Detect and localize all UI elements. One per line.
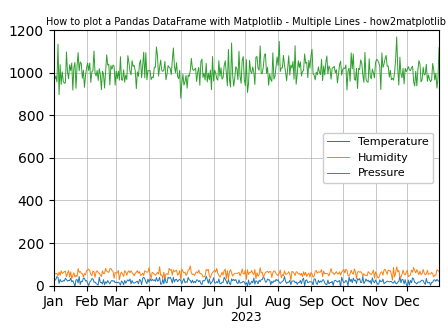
- Line: Humidity: Humidity: [54, 266, 439, 281]
- Line: Pressure: Pressure: [54, 37, 439, 98]
- Legend: Temperature, Humidity, Pressure: Temperature, Humidity, Pressure: [323, 133, 434, 183]
- X-axis label: 2023: 2023: [231, 311, 262, 324]
- Y-axis label: Value: Value: [0, 141, 3, 175]
- Title: How to plot a Pandas DataFrame with Matplotlib - Multiple Lines - how2matplotlib: How to plot a Pandas DataFrame with Matp…: [47, 17, 446, 27]
- Line: Temperature: Temperature: [54, 276, 439, 287]
